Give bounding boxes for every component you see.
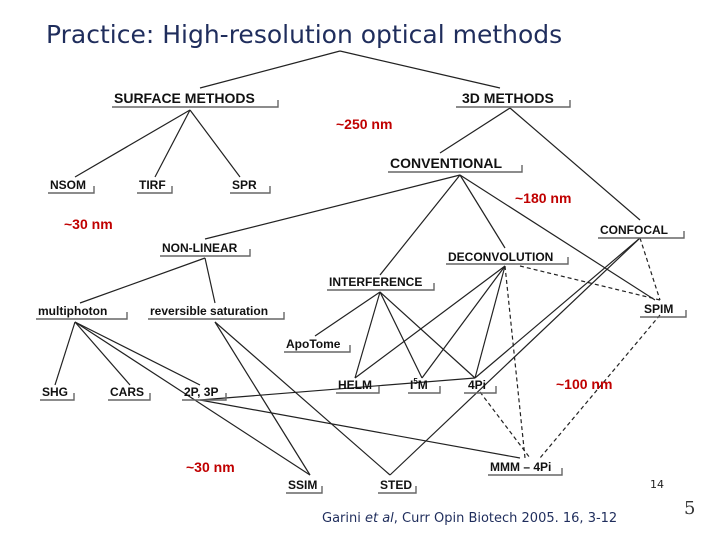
edge-multiphoton-cars <box>74 321 131 386</box>
node-multiphoton: multiphoton <box>38 304 107 318</box>
edge-revsat-ssim <box>214 321 311 476</box>
node-ssim: SSIM <box>288 478 317 492</box>
node-shg: SHG <box>42 385 68 399</box>
edge-revsat-sted <box>214 321 391 476</box>
node-labels: SURFACE METHODS 3D METHODS NSOM TIRF SPR… <box>38 90 673 492</box>
node-2p-3p: 2P, 3P <box>184 385 218 399</box>
node-nsom: NSOM <box>50 178 86 192</box>
edge-3d-confocal <box>509 107 641 221</box>
edge-surface-tirf <box>154 109 191 178</box>
edge-confocal-spim <box>639 237 661 301</box>
edge-nonlinear-revsat <box>204 257 216 304</box>
edge-2p3p-4pi <box>199 377 476 401</box>
edge-multiphoton-2p3p <box>74 321 201 386</box>
edge-deconvolution-mmm <box>504 265 526 459</box>
node-helm: HELM <box>338 378 372 392</box>
edge-surface-nsom <box>74 109 191 178</box>
node-i5m: I5M <box>410 377 428 392</box>
node-3d-methods: 3D METHODS <box>462 90 554 106</box>
resolution-labels: ~250 nm ~180 nm ~30 nm ~100 nm ~30 nm <box>64 116 612 475</box>
edge-2p3p-mmm <box>199 399 521 459</box>
resolution-30nm-top: ~30 nm <box>64 216 113 232</box>
node-spr: SPR <box>232 178 257 192</box>
edge-4pi-mmm <box>479 391 531 459</box>
page-number: 14 <box>650 478 664 491</box>
slide-mark: 5 <box>684 498 696 519</box>
edge-interference-4pi <box>379 291 476 379</box>
tree-edges-dashed <box>479 237 661 459</box>
edge-deconvolution-helm <box>354 265 506 379</box>
resolution-180nm: ~180 nm <box>515 190 571 206</box>
edge-nonlinear-multiphoton <box>79 257 206 304</box>
edge-interference-apotome <box>314 291 381 337</box>
node-spim: SPIM <box>644 302 673 316</box>
citation-etal: et al <box>364 511 394 526</box>
label-brackets <box>36 100 687 494</box>
node-interference: INTERFERENCE <box>329 275 422 289</box>
edge-spim-mmm <box>539 314 661 459</box>
edge-multiphoton-shg <box>54 321 76 386</box>
edge-3d-conventional <box>439 107 511 154</box>
resolution-100nm: ~100 nm <box>556 376 612 392</box>
tree-edges <box>54 50 656 476</box>
resolution-250nm: ~250 nm <box>336 116 392 132</box>
node-surface-methods: SURFACE METHODS <box>114 90 255 106</box>
edge-multiphoton-ssim <box>74 321 311 476</box>
edge-conventional-interference <box>379 174 461 276</box>
node-cars: CARS <box>110 385 144 399</box>
node-deconvolution: DECONVOLUTION <box>448 250 553 264</box>
node-apotome: ApoTome <box>286 337 341 351</box>
edge-deconvolution-i5m <box>421 265 506 379</box>
resolution-30nm-bottom: ~30 nm <box>186 459 235 475</box>
citation-rest: , Curr Opin Biotech 2005. 16, 3-12 <box>393 511 618 526</box>
edge-interference-i5m <box>379 291 423 379</box>
edge-surface-spr <box>189 109 241 178</box>
edge-conventional-deconvolution <box>459 174 506 249</box>
node-mmm-4pi: MMM – 4Pi <box>490 460 551 474</box>
node-confocal: CONFOCAL <box>600 223 668 237</box>
node-reversible-saturation: reversible saturation <box>150 304 268 318</box>
node-sted: STED <box>380 478 412 492</box>
citation-author: Garini <box>322 511 365 526</box>
node-4pi: 4Pi <box>468 378 486 392</box>
edge-title-3d <box>339 50 501 89</box>
edge-confocal-4pi <box>474 237 641 379</box>
slide-title: Practice: High-resolution optical method… <box>46 20 563 49</box>
edge-conventional-nonlinear <box>204 174 461 240</box>
edge-deconvolution-4pi <box>474 265 506 379</box>
node-conventional: CONVENTIONAL <box>390 155 502 171</box>
edge-interference-helm <box>354 291 381 379</box>
edge-deconvolution-spim <box>519 265 661 301</box>
edge-title-surface <box>199 50 341 89</box>
node-nonlinear: NON-LINEAR <box>162 241 238 255</box>
citation: Garini et al, Curr Opin Biotech 2005. 16… <box>322 511 617 526</box>
node-tirf: TIRF <box>139 178 166 192</box>
edge-conventional-spim <box>459 174 656 301</box>
